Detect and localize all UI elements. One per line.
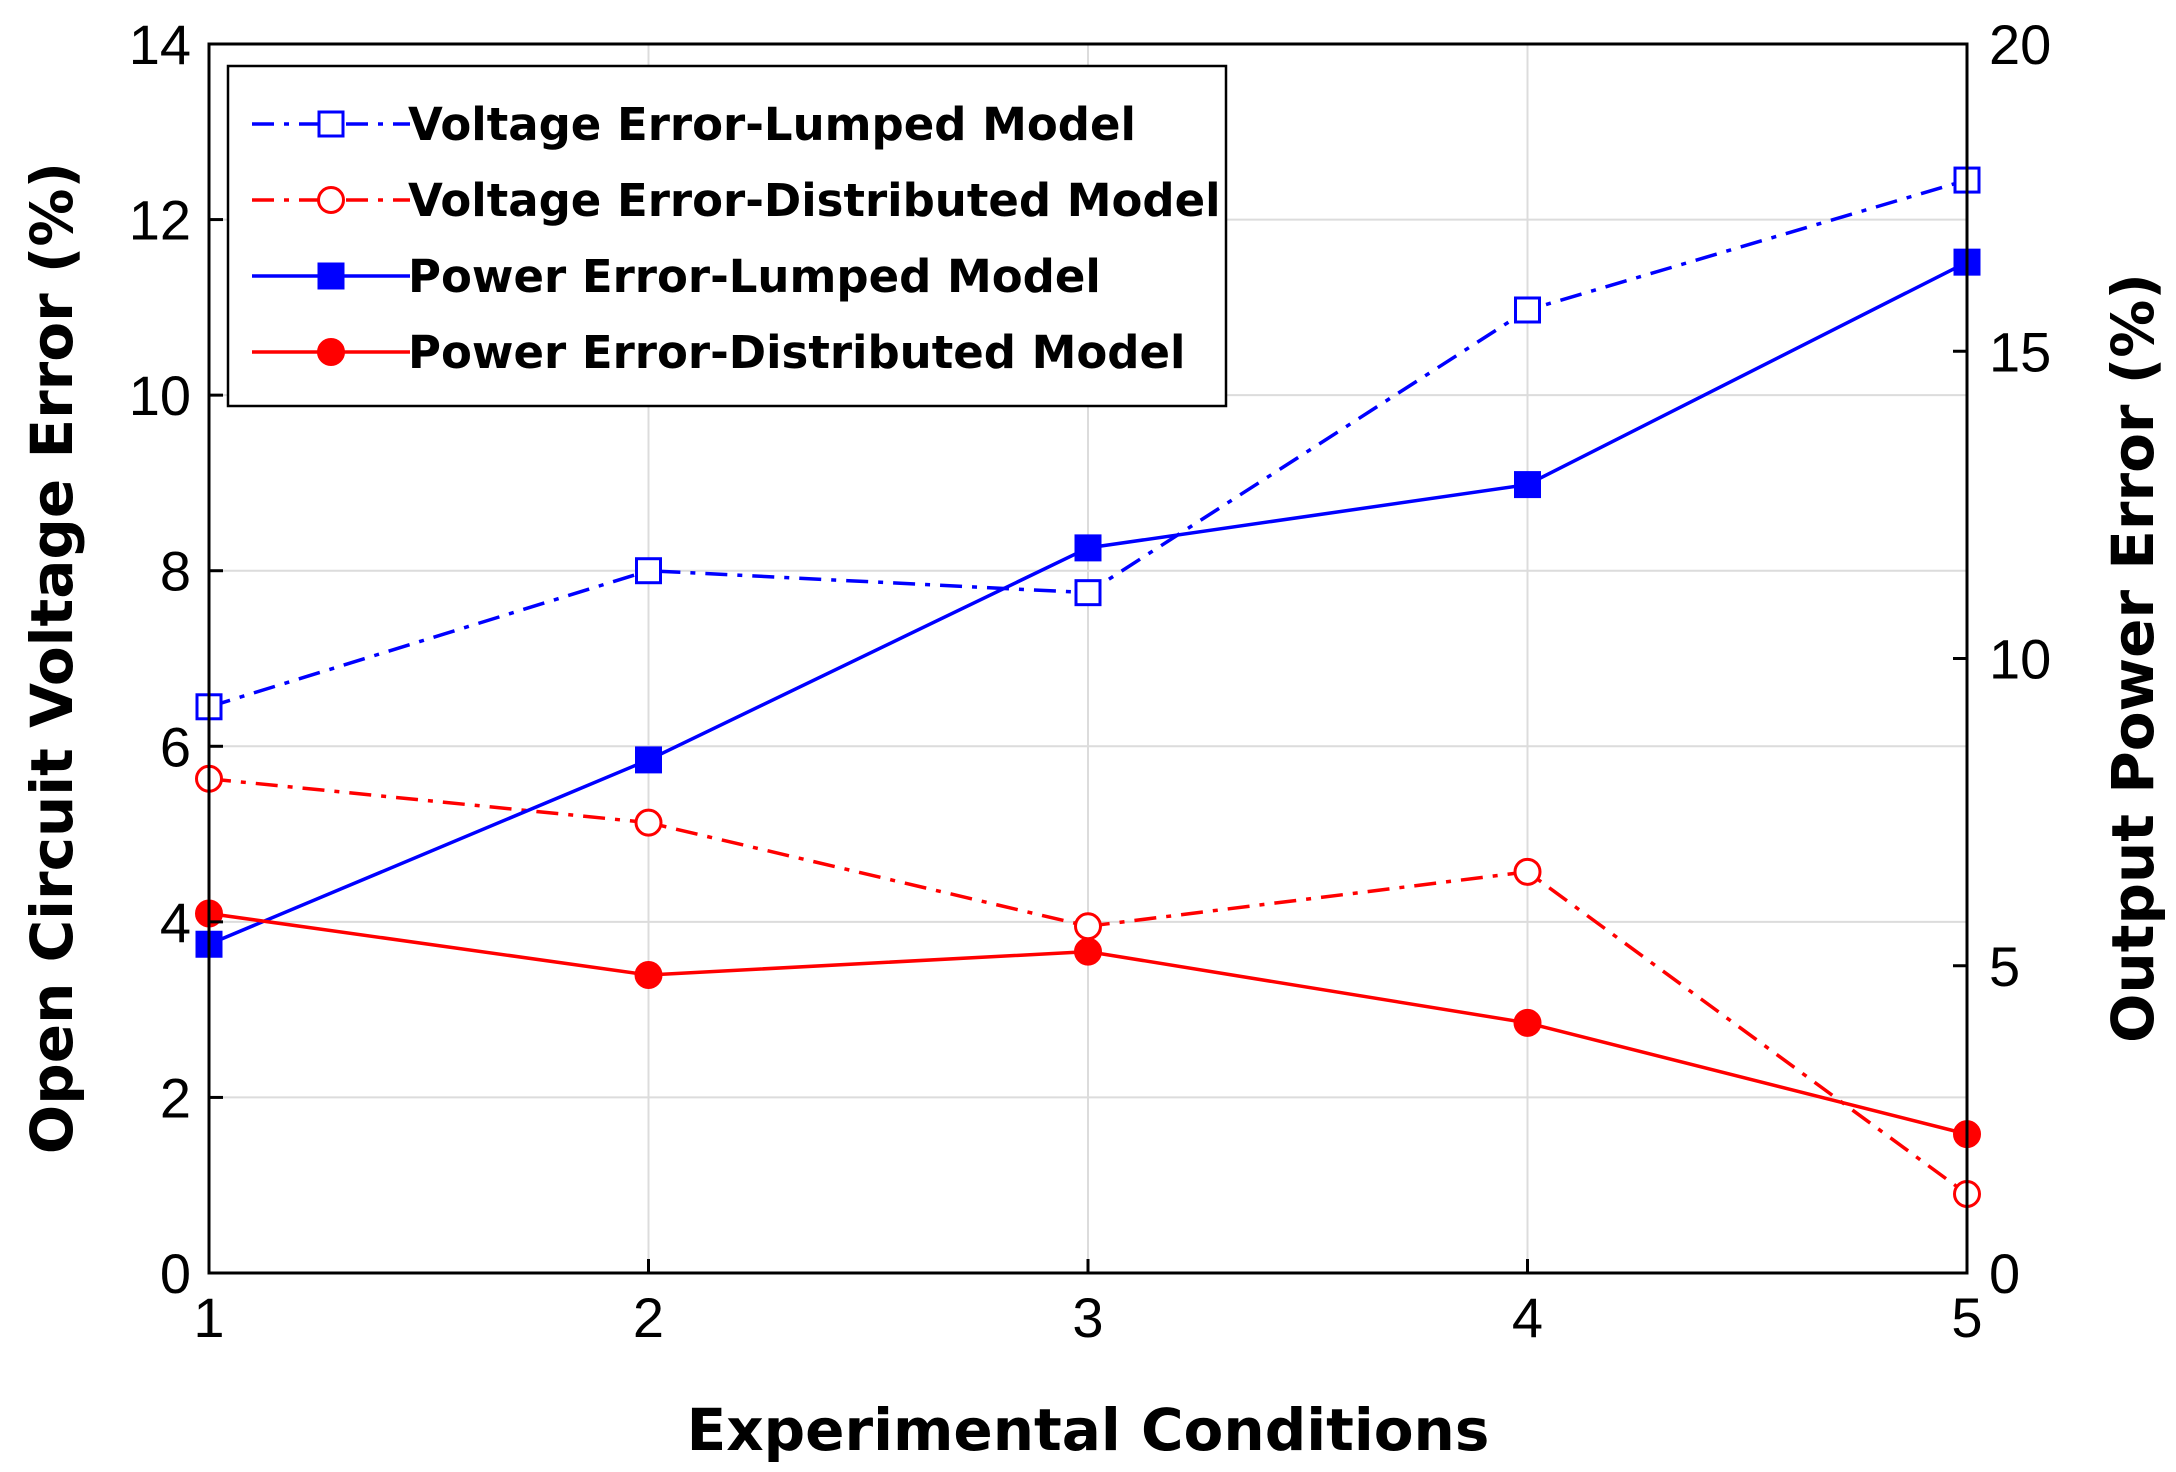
legend-label-power-error-lumped-model: Power Error-Lumped Model (408, 250, 1101, 303)
legend-marker-power-error-distributed-model (317, 338, 345, 366)
legend: Voltage Error-Lumped Model Voltage Error-… (226, 64, 1228, 408)
data-point-voltage-error-distributed-model (634, 808, 663, 837)
y-left-tick-label: 14 (129, 13, 191, 76)
y-left-tick-label: 2 (160, 1066, 191, 1129)
data-point-voltage-error-distributed-model (1074, 912, 1102, 941)
data-point-voltage-error-lumped-model (1074, 579, 1102, 607)
data-point-power-error-distributed-model (1074, 937, 1102, 966)
y-left-tick-label: 10 (129, 364, 191, 427)
legend-label-voltage-error-lumped-model: Voltage Error-Lumped Model (408, 98, 1136, 151)
legend-label-voltage-error-distributed-model: Voltage Error-Distributed Model (408, 174, 1221, 227)
data-point-power-error-distributed-model (1513, 1008, 1542, 1037)
x-tick-label: 2 (633, 1286, 664, 1349)
y-right-tick-label: 15 (1989, 320, 2051, 383)
x-axis-label: Experimental Conditions (687, 1396, 1490, 1464)
y-right-tick-label: 10 (1989, 628, 2051, 691)
series-layer (195, 166, 1981, 1208)
y-left-tick-label: 8 (160, 540, 191, 603)
data-point-power-error-lumped-model (1514, 471, 1541, 499)
y-left-tick-label: 12 (129, 189, 191, 252)
data-point-power-error-lumped-model (635, 746, 662, 774)
data-point-voltage-error-distributed-model (1513, 857, 1542, 886)
data-point-power-error-lumped-model (1074, 534, 1102, 562)
y-axis-right-label: Output Power Error (%) (2099, 273, 2167, 1043)
series-power-error-distributed-model (195, 899, 1981, 1149)
legend-marker-voltage-error-lumped-model (317, 110, 345, 138)
legend-label-power-error-distributed-model: Power Error-Distributed Model (408, 326, 1185, 379)
x-tick-label: 4 (1512, 1286, 1543, 1349)
y-left-tick-label: 6 (160, 715, 191, 778)
legend-marker-voltage-error-distributed-model (317, 186, 345, 214)
y-right-tick-label: 5 (1989, 935, 2020, 998)
y-right-tick-label: 20 (1989, 13, 2051, 76)
legend-marker-power-error-lumped-model (317, 262, 345, 290)
x-tick-label: 1 (193, 1286, 224, 1349)
x-tick-label: 3 (1072, 1286, 1103, 1349)
data-point-power-error-distributed-model (634, 960, 663, 989)
y-left-tick-label: 4 (160, 891, 191, 954)
x-tick-label: 5 (1951, 1286, 1982, 1349)
y-right-tick-label: 0 (1989, 1242, 2020, 1305)
y-left-tick-label: 0 (160, 1242, 191, 1305)
data-point-voltage-error-lumped-model (1514, 296, 1541, 324)
data-point-voltage-error-lumped-model (635, 557, 662, 585)
y-axis-left-label: Open Circuit Voltage Error (%) (18, 162, 86, 1154)
